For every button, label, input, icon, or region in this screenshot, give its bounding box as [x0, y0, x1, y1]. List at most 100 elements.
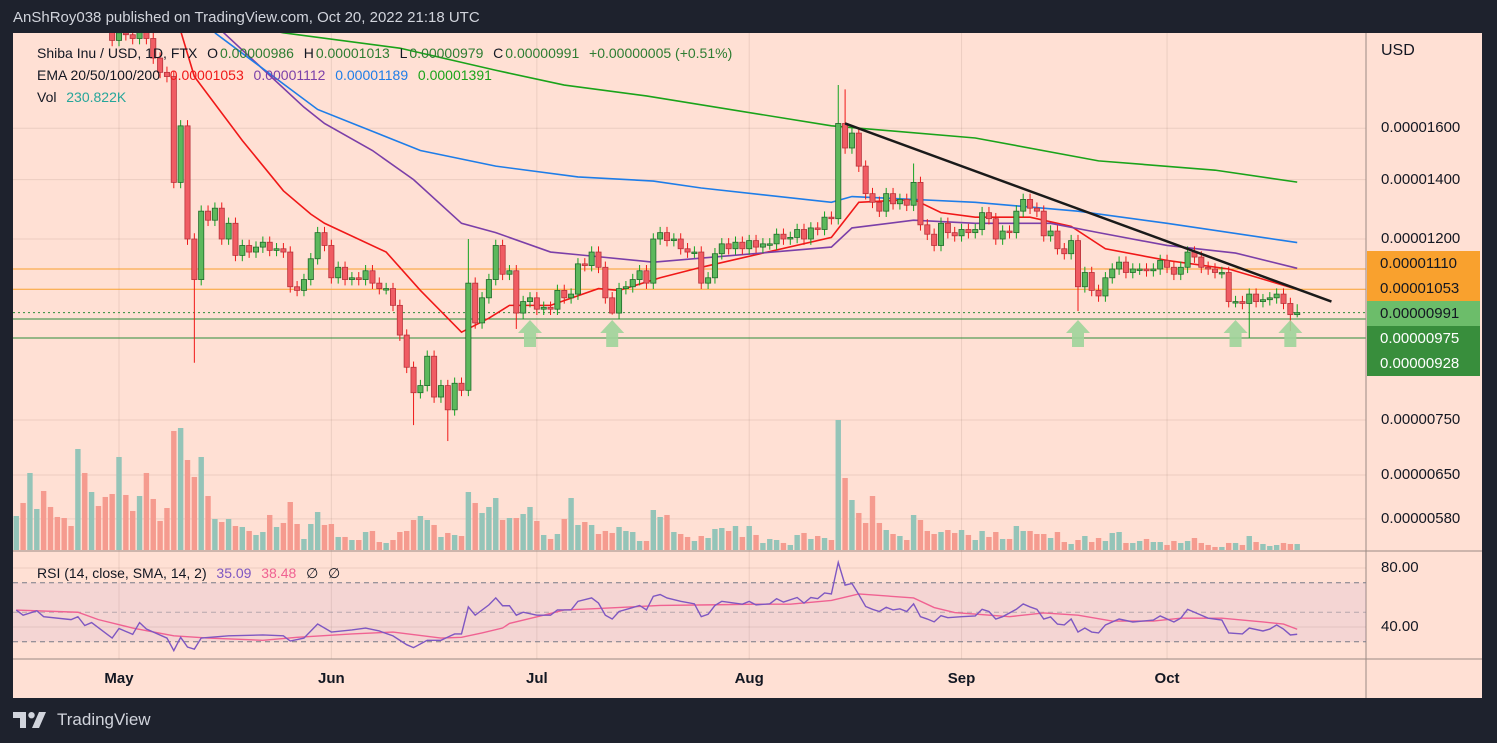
volume-bar [1273, 544, 1280, 550]
volume-bar [588, 524, 595, 550]
candle [239, 239, 246, 262]
candle-body [143, 33, 150, 39]
candle-body [780, 233, 787, 240]
time-tick-label: Oct [1154, 670, 1180, 687]
volume-bar [219, 522, 225, 550]
candle-body [403, 334, 410, 368]
candle-body [1006, 230, 1013, 234]
rsi-value: 35.09 [216, 565, 252, 581]
candle-body [711, 253, 718, 279]
volume-bar [1253, 542, 1259, 550]
close-label: C [493, 45, 504, 61]
candle-body [300, 279, 307, 291]
candle-body [622, 286, 629, 289]
currency-label[interactable]: USD [1381, 42, 1415, 59]
volume-bar [725, 530, 732, 550]
candle [746, 234, 753, 255]
candle-body [869, 193, 876, 203]
candle-body [574, 263, 581, 295]
volume-bar [27, 472, 33, 550]
candle [177, 120, 184, 189]
candle [184, 120, 191, 245]
candle-body [540, 306, 547, 310]
candle [1280, 288, 1287, 310]
volume-bar [390, 540, 396, 550]
ema-line-ema50 [222, 33, 1298, 270]
candle-body [1184, 251, 1191, 268]
candle [595, 246, 602, 274]
candle [252, 241, 259, 258]
candle [773, 228, 780, 250]
candle-body [1266, 297, 1273, 301]
ema-label[interactable]: EMA 20/50/100/200 [37, 67, 160, 83]
candle [294, 281, 301, 297]
volume-bar [404, 530, 410, 550]
volume-bar [239, 526, 245, 550]
candle-body [1232, 301, 1239, 304]
candle [883, 187, 890, 217]
chart-canvas[interactable] [13, 33, 1482, 698]
volume-bar [164, 508, 170, 550]
candle-body [342, 266, 349, 280]
volume-bar [1116, 532, 1122, 550]
candle-body [938, 222, 945, 246]
volume-bar [1075, 540, 1081, 550]
volume-bar [20, 502, 26, 550]
rsi-label[interactable]: RSI (14, close, SMA, 14, 2) [37, 565, 207, 581]
volume-bar [68, 526, 74, 550]
volume-bar [1020, 530, 1026, 550]
candle [321, 226, 328, 252]
candle-body [1136, 268, 1143, 271]
volume-bar [123, 494, 129, 550]
candle [1212, 263, 1219, 279]
candle-body [1239, 301, 1246, 304]
candle-body [437, 385, 444, 398]
candle [205, 205, 212, 227]
candle-body [1081, 272, 1088, 288]
candle [650, 233, 657, 289]
volume-bar [554, 534, 561, 550]
candle-body [787, 236, 794, 240]
candle [1006, 225, 1013, 239]
candle-body [773, 233, 780, 245]
candle-body [547, 306, 554, 310]
volume-bar [61, 518, 67, 550]
candle-body [376, 282, 383, 289]
volume-bar [835, 420, 841, 550]
volume-bar [952, 532, 958, 550]
candle-body [691, 251, 698, 254]
candle-body [602, 266, 609, 299]
price-tick-label: 0.00001600 [1381, 119, 1461, 137]
volume-bar [1198, 542, 1204, 550]
volume-bar [438, 536, 444, 550]
volume-bar [362, 532, 369, 550]
symbol-label[interactable]: Shiba Inu / USD, 1D, FTX [37, 45, 198, 61]
volume-bar [1205, 544, 1211, 550]
candle-body [616, 288, 623, 314]
candle [725, 238, 732, 255]
volume-bar [54, 516, 61, 550]
volume-bar [643, 540, 650, 550]
volume-bar [842, 478, 848, 550]
candle [588, 246, 595, 272]
volume-bar [958, 530, 965, 550]
candle-body [465, 282, 472, 391]
volume-bar [650, 510, 656, 550]
candle [890, 187, 897, 210]
footer-brand[interactable]: TradingView [13, 710, 151, 730]
candle-body [1157, 260, 1164, 270]
volume-label[interactable]: Vol [37, 89, 57, 105]
candle [403, 329, 410, 374]
candle [1102, 272, 1109, 302]
volume-bar [520, 514, 526, 550]
volume-bar [191, 476, 198, 550]
volume-bar [1068, 544, 1074, 550]
candle-body [684, 248, 691, 253]
time-tick-label: Jul [526, 670, 548, 687]
candle-body [999, 230, 1006, 240]
candle [492, 239, 499, 286]
candle [896, 193, 903, 210]
candle [1020, 193, 1027, 217]
volume-bar [849, 500, 855, 550]
candle-body [458, 382, 465, 391]
